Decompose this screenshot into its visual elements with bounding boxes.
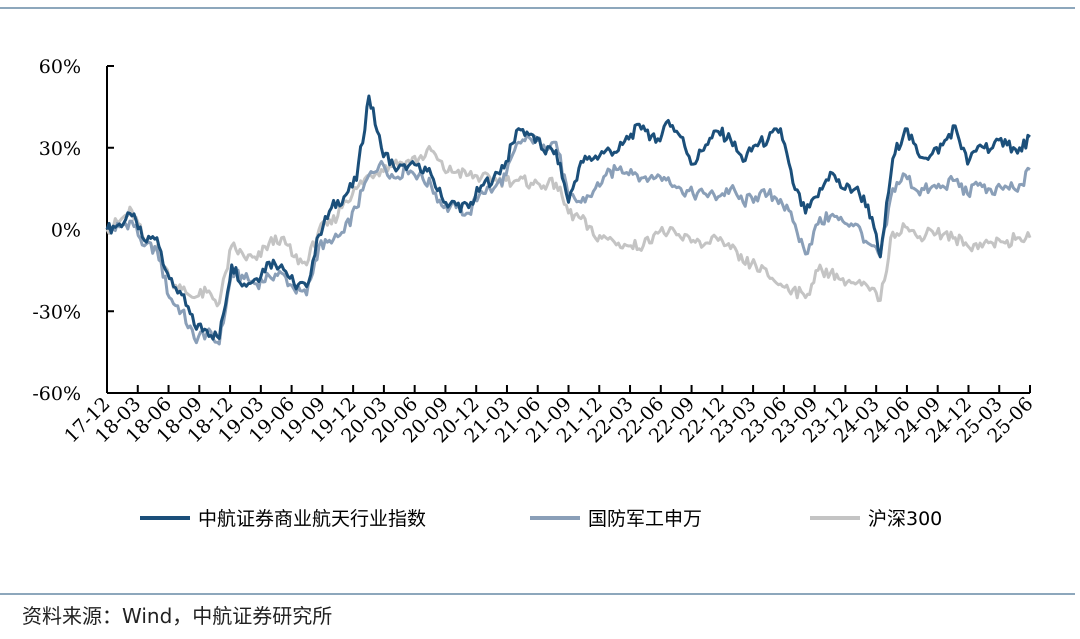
x-axis: 17-1218-0318-0618-0918-1219-0319-0619-09… bbox=[60, 385, 1038, 447]
y-tick-label: 0% bbox=[51, 220, 81, 242]
y-axis: 60% 30% 0% -30% -60% bbox=[32, 56, 114, 405]
legend: 中航证券商业航天行业指数 国防军工申万 沪深300 bbox=[140, 508, 942, 530]
y-tick-label: -60% bbox=[32, 383, 81, 405]
series-layer bbox=[105, 94, 1032, 346]
series-line-0 bbox=[105, 94, 1031, 341]
source-note: 资料来源：Wind，中航证券研究所 bbox=[22, 604, 333, 628]
legend-label-1: 国防军工申万 bbox=[588, 508, 702, 530]
series-line-2 bbox=[105, 145, 1032, 308]
y-tick-label: 30% bbox=[39, 138, 81, 160]
legend-label-2: 沪深300 bbox=[868, 508, 942, 530]
legend-label-0: 中航证券商业航天行业指数 bbox=[198, 508, 426, 530]
y-tick-label: -30% bbox=[32, 301, 81, 323]
y-tick-label: 60% bbox=[39, 56, 81, 78]
